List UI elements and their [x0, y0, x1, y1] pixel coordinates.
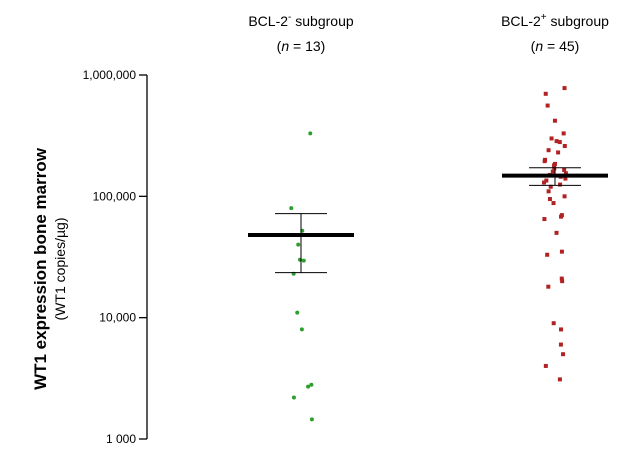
- group-title-superscript: -: [288, 12, 291, 23]
- data-point: [552, 163, 557, 168]
- data-point: [301, 258, 306, 263]
- data-point: [289, 206, 294, 211]
- group-n-prefix: (: [277, 38, 282, 54]
- group-title-suffix: subgroup: [291, 13, 353, 29]
- y-axis: 1 000 10,000 100,000 1,000,000: [83, 68, 148, 446]
- data-point: [306, 384, 311, 389]
- group-n-label: (n = 13): [277, 38, 326, 54]
- data-point: [542, 217, 547, 222]
- data-point: [562, 194, 567, 199]
- data-point: [562, 167, 567, 172]
- data-point: [554, 139, 559, 144]
- data-point: [299, 327, 304, 332]
- y-tick-label: 1 000: [106, 432, 136, 446]
- data-point: [295, 310, 300, 315]
- data-point: [558, 182, 563, 187]
- data-point: [546, 148, 551, 153]
- group-title: BCL-2+ subgroup: [501, 12, 609, 29]
- y-tick-label: 1,000,000: [83, 68, 137, 82]
- data-point: [559, 214, 564, 219]
- group-n-italic: n: [281, 38, 289, 54]
- data-point: [548, 184, 553, 189]
- group-title-suffix: subgroup: [547, 13, 609, 29]
- data-point: [559, 327, 564, 332]
- y-tick-label: 10,000: [99, 311, 136, 325]
- group-title-superscript: +: [541, 12, 547, 23]
- data-point: [559, 249, 564, 254]
- data-point: [561, 131, 566, 136]
- data-point: [543, 91, 548, 96]
- data-point: [556, 150, 561, 155]
- data-point: [563, 176, 568, 181]
- data-point: [542, 159, 547, 164]
- data-point: [296, 242, 301, 247]
- data-point: [308, 131, 313, 136]
- group-n-italic: n: [535, 38, 543, 54]
- data-point: [561, 352, 566, 357]
- group-n-suffix: = 45): [543, 38, 579, 54]
- data-point: [549, 136, 554, 141]
- data-point: [552, 118, 557, 123]
- chart-labels: WT1 expression bone marrow (WT1 copies/µg…: [31, 12, 609, 390]
- data-point: [557, 377, 562, 382]
- data-point: [552, 166, 557, 171]
- group-title: BCL-2- subgroup: [248, 12, 354, 29]
- data-point: [542, 180, 547, 185]
- data-point: [562, 143, 567, 148]
- data-point: [551, 321, 556, 326]
- y-axis-unit-label: (WT1 copies/µg): [52, 218, 68, 321]
- data-points: [248, 86, 608, 422]
- group-n-label: (n = 45): [531, 38, 580, 54]
- data-point: [309, 417, 314, 422]
- data-point: [563, 171, 568, 176]
- data-point: [545, 252, 550, 257]
- data-point: [557, 140, 562, 145]
- y-axis-label: WT1 expression bone marrow: [31, 147, 50, 390]
- data-point: [545, 103, 550, 108]
- group-title-main: BCL-2: [248, 13, 288, 29]
- data-point: [547, 197, 552, 202]
- data-point: [543, 363, 548, 368]
- data-point: [546, 189, 551, 194]
- data-point: [546, 284, 551, 289]
- data-point: [291, 395, 296, 400]
- data-point: [554, 230, 559, 235]
- data-point: [559, 276, 564, 281]
- data-point: [309, 382, 314, 387]
- group-title-main: BCL-2: [501, 13, 541, 29]
- data-point: [550, 169, 555, 174]
- data-point: [560, 279, 565, 284]
- data-point: [558, 342, 563, 347]
- group-n-prefix: (: [531, 38, 536, 54]
- y-tick-label: 100,000: [93, 189, 137, 203]
- data-point: [562, 86, 567, 91]
- data-point: [544, 178, 549, 183]
- y-axis-title: WT1 expression bone marrow (WT1 copies/µg…: [31, 147, 68, 390]
- data-point: [551, 201, 556, 206]
- group-n-suffix: = 13): [289, 38, 325, 54]
